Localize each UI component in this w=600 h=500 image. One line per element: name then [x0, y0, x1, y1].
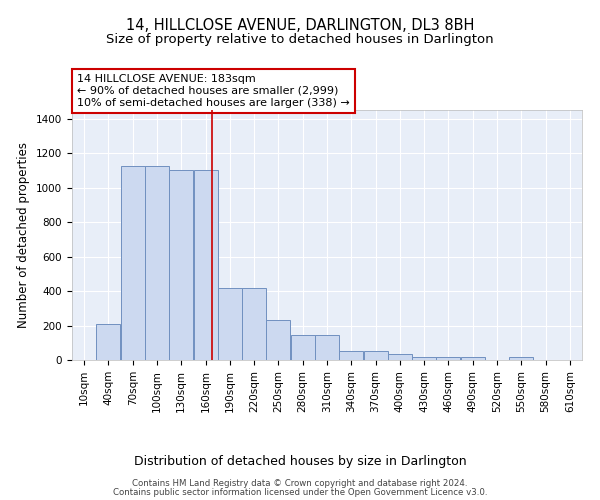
- Bar: [436, 358, 460, 360]
- Bar: [315, 335, 339, 360]
- Bar: [266, 320, 290, 360]
- Y-axis label: Number of detached properties: Number of detached properties: [17, 142, 31, 328]
- Bar: [412, 356, 436, 360]
- Bar: [194, 170, 218, 360]
- Text: Size of property relative to detached houses in Darlington: Size of property relative to detached ho…: [106, 32, 494, 46]
- Bar: [388, 354, 412, 360]
- Bar: [364, 350, 388, 360]
- Bar: [145, 166, 169, 360]
- Bar: [97, 324, 121, 360]
- Bar: [509, 358, 533, 360]
- Bar: [242, 288, 266, 360]
- Bar: [461, 358, 485, 360]
- Text: Contains HM Land Registry data © Crown copyright and database right 2024.: Contains HM Land Registry data © Crown c…: [132, 479, 468, 488]
- Text: 14 HILLCLOSE AVENUE: 183sqm
← 90% of detached houses are smaller (2,999)
10% of : 14 HILLCLOSE AVENUE: 183sqm ← 90% of det…: [77, 74, 350, 108]
- Bar: [290, 335, 315, 360]
- Text: 14, HILLCLOSE AVENUE, DARLINGTON, DL3 8BH: 14, HILLCLOSE AVENUE, DARLINGTON, DL3 8B…: [126, 18, 474, 32]
- Text: Distribution of detached houses by size in Darlington: Distribution of detached houses by size …: [134, 454, 466, 468]
- Bar: [121, 166, 145, 360]
- Text: Contains public sector information licensed under the Open Government Licence v3: Contains public sector information licen…: [113, 488, 487, 497]
- Bar: [169, 170, 193, 360]
- Bar: [218, 288, 242, 360]
- Bar: [339, 350, 364, 360]
